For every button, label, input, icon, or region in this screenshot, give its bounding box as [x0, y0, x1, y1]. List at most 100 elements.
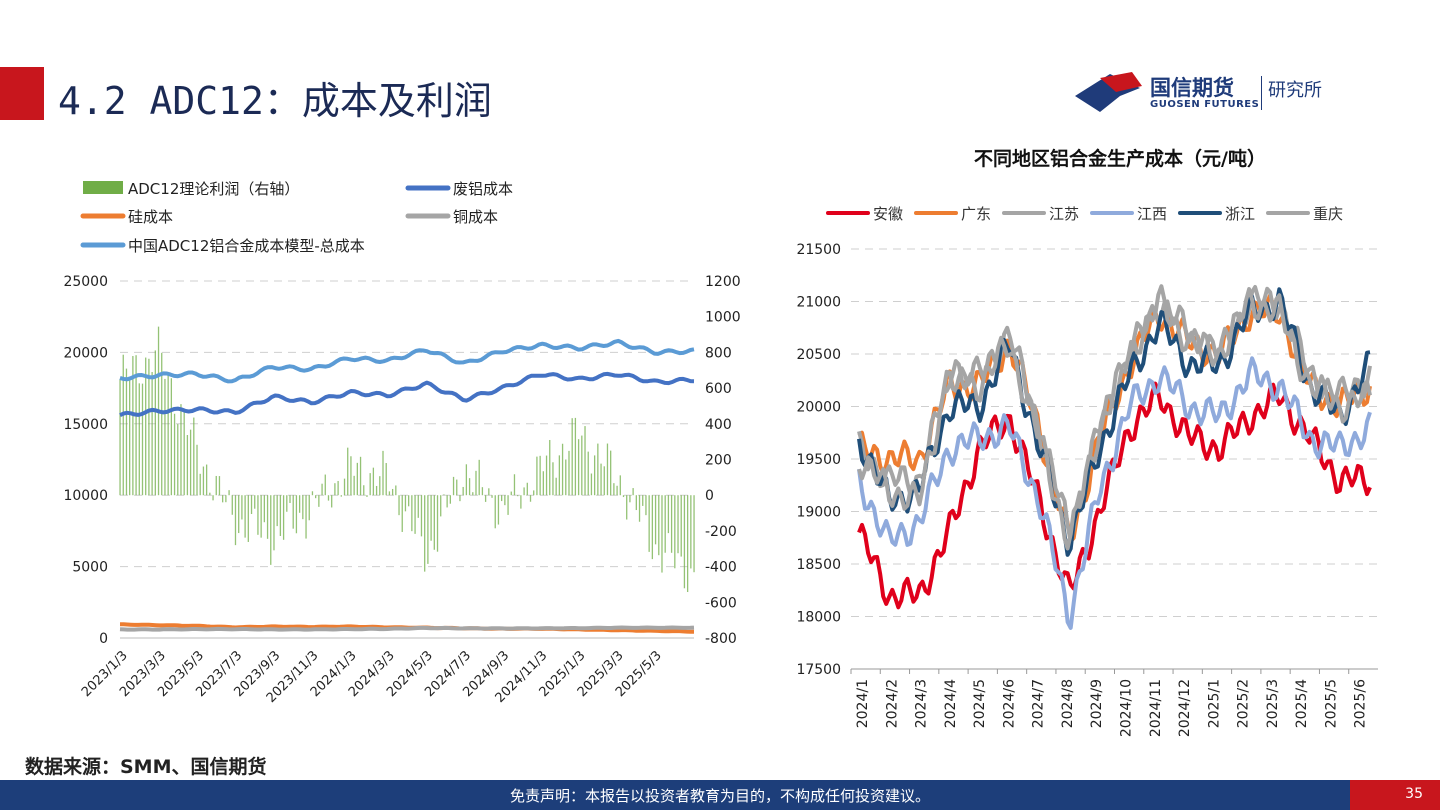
profit-bar: [670, 495, 673, 553]
legend-label-2: 江苏: [1049, 205, 1079, 223]
x-tick-label: 2024/10: [1119, 679, 1135, 737]
profit-bar: [141, 383, 144, 496]
profit-bar: [568, 450, 570, 496]
profit-bar: [561, 443, 564, 496]
profit-bar: [247, 495, 249, 542]
profit-bar: [616, 485, 618, 496]
x-tick-label: 2025/1: [1206, 679, 1222, 728]
x-tick-group: 2024/8: [1060, 679, 1076, 728]
profit-bar: [193, 417, 195, 496]
profit-bar: [238, 495, 240, 534]
legend-label-5: 重庆: [1313, 205, 1343, 223]
profit-bar: [222, 495, 224, 503]
profit-bar: [295, 495, 298, 534]
profit-bar: [571, 418, 573, 496]
y-left-tick: 0: [99, 631, 108, 647]
profit-bar: [693, 495, 695, 573]
profit-bar: [363, 485, 365, 496]
region-line-3: [857, 356, 1372, 630]
profit-bar: [276, 495, 278, 527]
x-tick-group: 2024/7: [1031, 679, 1047, 728]
y-left-tick: 25000: [63, 274, 108, 290]
y-right-tick: 800: [705, 345, 732, 361]
profit-bar: [321, 483, 323, 496]
page-title: 4.2 ADC12：成本及利润: [58, 79, 492, 123]
y-right-tick: 0: [705, 488, 714, 504]
profit-bar: [526, 482, 528, 496]
profit-bar: [183, 409, 185, 496]
profit-bar: [132, 356, 134, 496]
profit-bar: [241, 495, 243, 520]
profit-bar: [279, 495, 282, 536]
y-left-tick: 15000: [63, 417, 108, 433]
x-tick-label: 2025/5: [1323, 679, 1339, 728]
regional-cost-chart: 不同地区铝合金生产成本（元/吨） 安徽 广东 江苏 江西 浙江 重庆 17500 18000 18…: [796, 147, 1378, 737]
y-tick-label: 21000: [796, 295, 841, 311]
x-tick-group: 2024/2: [884, 679, 900, 728]
profit-bar: [610, 450, 612, 496]
x-tick-label: 2024/4: [943, 679, 959, 728]
profit-bar: [420, 495, 423, 537]
profit-bar: [286, 495, 288, 512]
profit-bar: [254, 495, 256, 509]
title-accent-bar: [0, 67, 44, 120]
y-right-tick: -800: [705, 631, 737, 647]
x-tick-label: 2024/11: [1148, 679, 1164, 737]
x-tick-label: 2024/6: [1001, 679, 1017, 728]
profit-bar: [270, 495, 272, 565]
legend-label-3: 江西: [1137, 205, 1167, 223]
profit-bar: [478, 459, 480, 496]
profit-bar: [404, 495, 407, 512]
profit-bar: [244, 495, 246, 538]
profit-bar: [302, 495, 304, 520]
profit-bar: [292, 495, 294, 529]
profit-bar: [533, 490, 535, 496]
profit-bar: [529, 495, 532, 502]
profit-bar: [504, 495, 506, 506]
profit-bar: [414, 495, 416, 534]
profit-bar: [552, 462, 554, 496]
profit-bar: [167, 372, 169, 496]
profit-bar: [542, 471, 544, 496]
profit-bar: [632, 488, 634, 496]
profit-bar: [148, 358, 150, 496]
profit-bar: [622, 495, 625, 498]
profit-bar: [228, 490, 230, 496]
legend-label-0: 安徽: [873, 205, 903, 223]
y-tick-label: 20500: [796, 347, 841, 363]
profit-bar: [462, 486, 464, 496]
profit-bar: [600, 463, 602, 496]
profit-bar: [119, 379, 121, 496]
profit-bar: [549, 439, 551, 496]
profit-bar: [250, 495, 253, 515]
profit-bar: [619, 475, 621, 496]
profit-bar: [161, 352, 163, 496]
profit-bar: [680, 495, 682, 557]
x-tick-group: 2024/10: [1119, 679, 1135, 737]
profit-bar: [356, 462, 358, 496]
y-tick-label: 19500: [796, 452, 841, 468]
profit-bar: [218, 476, 221, 496]
logo-subtitle: 研究所: [1268, 80, 1322, 101]
profit-bar: [209, 492, 211, 496]
series-line-4: [119, 338, 695, 384]
profit-bar: [138, 383, 140, 496]
x-tick-group: 2025/2: [1236, 679, 1252, 728]
x-tick-group: 2024/6: [1001, 679, 1017, 728]
profit-bar: [513, 474, 516, 496]
profit-bar: [488, 488, 490, 496]
y-tick-label: 19000: [796, 505, 841, 521]
profit-bar: [584, 426, 586, 496]
profit-bar: [517, 495, 519, 497]
profit-bar: [315, 495, 317, 499]
profit-bar: [305, 495, 307, 539]
profit-bar: [180, 404, 182, 496]
chart-title: 不同地区铝合金生产成本（元/吨）: [974, 147, 1266, 170]
profit-bar: [677, 495, 679, 554]
profit-bar: [388, 491, 391, 496]
profit-bar: [452, 476, 455, 496]
profit-bar: [523, 487, 525, 496]
profit-bar: [324, 474, 326, 496]
x-tick-group: 2024/3: [914, 679, 930, 728]
